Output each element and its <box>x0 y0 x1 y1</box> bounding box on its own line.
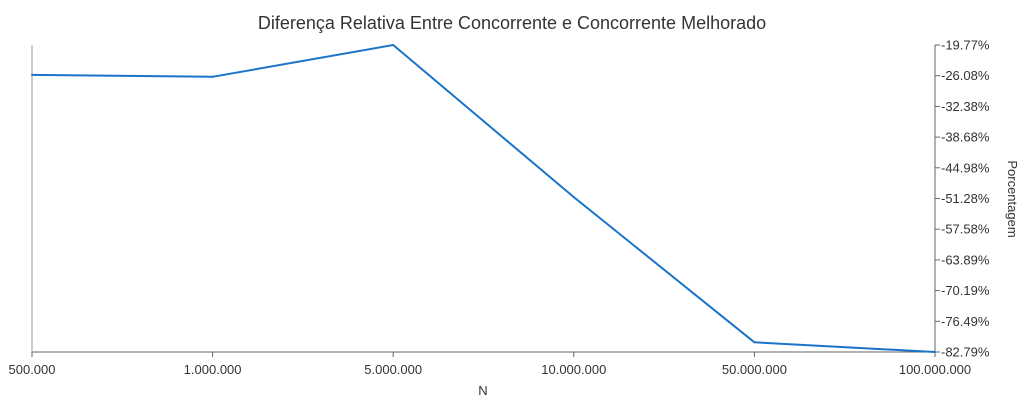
x-tick-label: 500.000 <box>9 362 56 377</box>
y-tick-label: -63.89% <box>941 252 990 267</box>
y-tick-label: -26.08% <box>941 68 990 83</box>
x-tick-label: 10.000.000 <box>541 362 606 377</box>
data-point <box>753 341 756 344</box>
x-tick-label: 100.000.000 <box>899 362 971 377</box>
data-point <box>211 75 214 78</box>
y-tick-label: -70.19% <box>941 283 990 298</box>
y-tick-label: -19.77% <box>941 38 990 53</box>
data-point <box>572 196 575 199</box>
data-point <box>31 73 33 76</box>
axes <box>31 45 936 353</box>
y-axis-title: Porcentagem <box>1005 160 1020 237</box>
series-group <box>31 44 936 353</box>
y-tick-label: -76.49% <box>941 314 990 329</box>
x-axis-ticks: 500.000 1.000.000 5.000.000 10.000.000 50.00… <box>9 352 971 377</box>
y-tick-label: -38.68% <box>941 130 990 145</box>
x-tick-label: 1.000.000 <box>184 362 242 377</box>
data-point <box>934 351 936 353</box>
data-point <box>392 44 395 46</box>
series-line <box>31 44 936 353</box>
y-axis-ticks: -19.77% -26.08% -32.38% -38.68% -44.98% -51.2… <box>935 38 990 360</box>
x-tick-label: 5.000.000 <box>364 362 422 377</box>
y-tick-label: -82.79% <box>941 345 990 360</box>
y-tick-label: -32.38% <box>941 99 990 114</box>
y-tick-label: -44.98% <box>941 160 990 175</box>
chart-title: Diferença Relativa Entre Concorrente e C… <box>258 13 766 33</box>
x-axis-title: N <box>478 383 487 398</box>
x-tick-label: 50.000.000 <box>722 362 787 377</box>
y-tick-label: -57.58% <box>941 222 990 237</box>
y-tick-label: -51.28% <box>941 191 990 206</box>
